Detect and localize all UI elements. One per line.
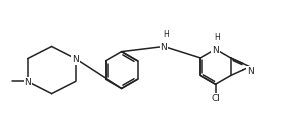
Text: N: N — [24, 78, 31, 87]
Text: H: H — [163, 30, 169, 39]
Text: N: N — [161, 43, 167, 52]
Text: N: N — [72, 55, 79, 64]
Text: H: H — [215, 33, 220, 42]
Text: N: N — [247, 67, 254, 76]
Text: N: N — [212, 46, 219, 55]
Text: Cl: Cl — [211, 94, 220, 103]
